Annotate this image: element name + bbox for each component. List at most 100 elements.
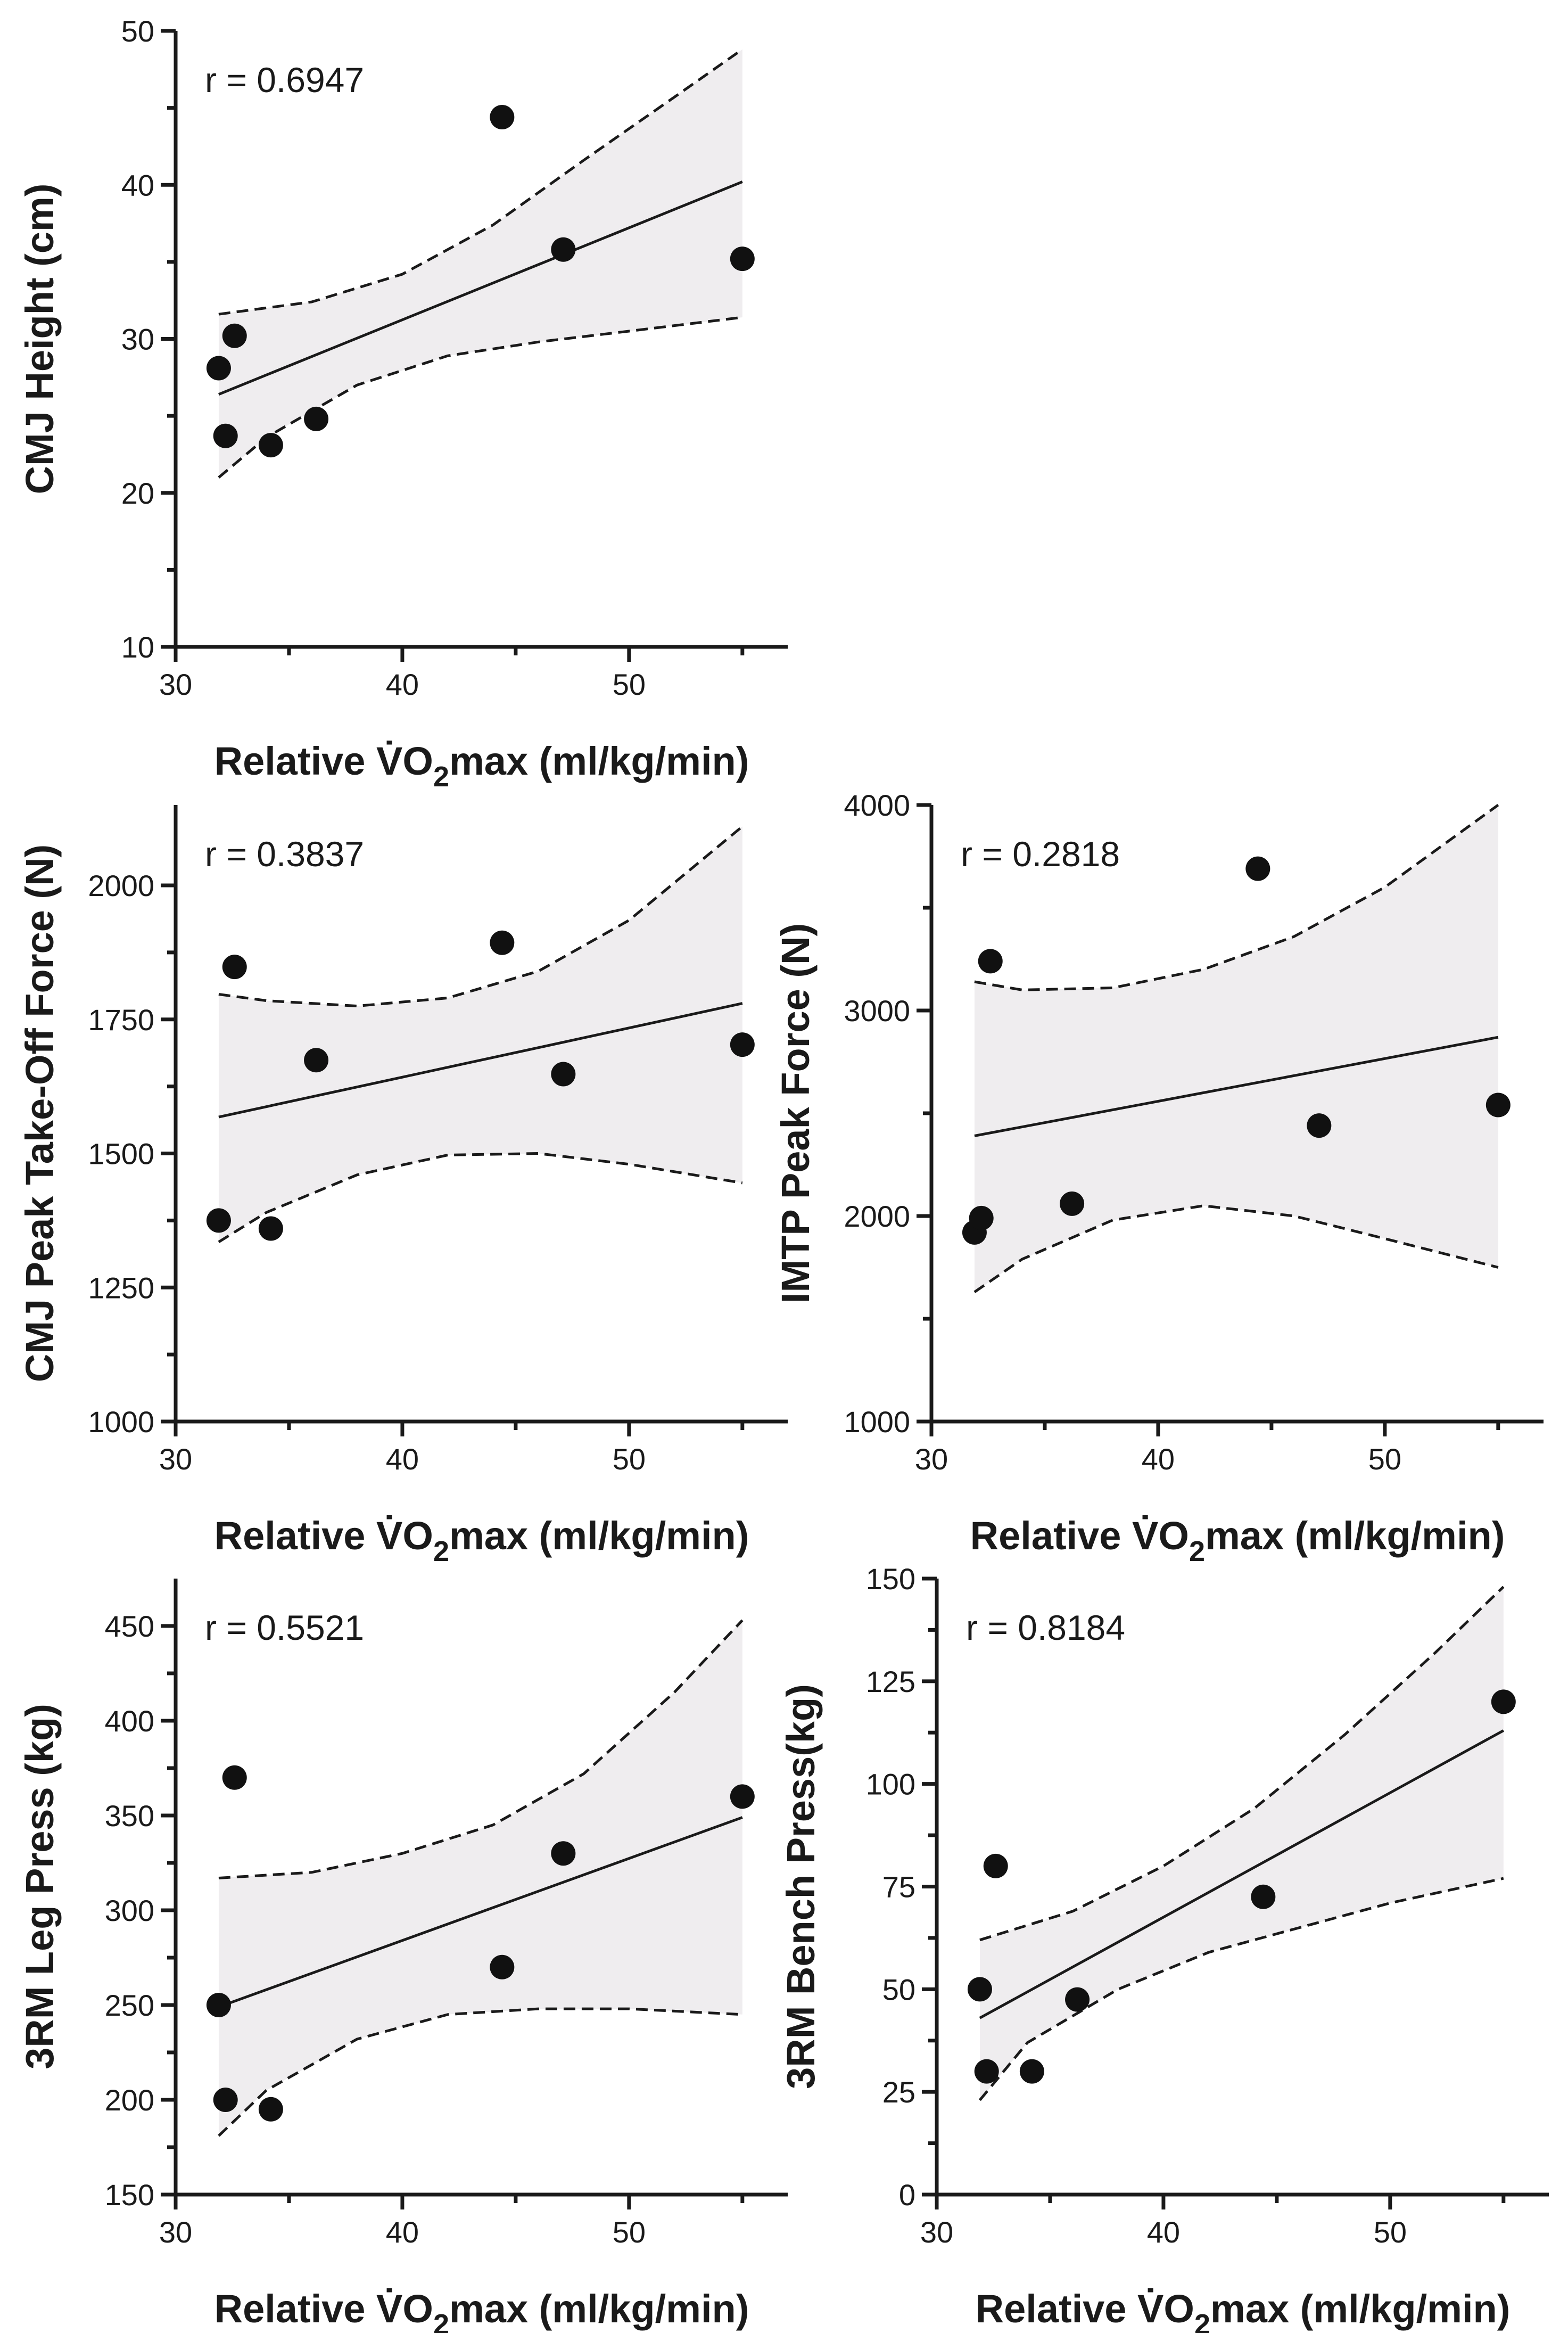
data-point: [490, 1954, 515, 1979]
x-tick-label: 30: [920, 2215, 953, 2249]
regression-line: [218, 1816, 743, 2008]
y-tick-label: 350: [105, 1799, 154, 1833]
data-point: [1019, 2059, 1044, 2084]
y-tick-label: 20: [121, 477, 154, 510]
data-point: [206, 1993, 231, 2017]
y-tick-label: 2000: [88, 869, 154, 902]
confidence-band: [218, 826, 742, 1242]
data-point: [730, 1032, 755, 1057]
y-tick-label: 10: [121, 630, 154, 664]
data-point: [978, 949, 1003, 974]
y-tick-label: 1000: [844, 1405, 910, 1439]
y-tick-label: 1500: [88, 1137, 154, 1171]
x-axis-title: Relative V̇O2max (ml/kg/min): [214, 739, 749, 793]
x-tick-label: 40: [386, 1442, 419, 1476]
y-tick-label: 30: [121, 323, 154, 356]
x-tick-label: 30: [159, 2215, 192, 2249]
y-tick-label: 50: [121, 14, 154, 48]
y-tick-label: 3000: [844, 994, 910, 1028]
y-tick-label: 250: [105, 1989, 154, 2022]
ci-upper-line: [218, 48, 744, 316]
correlation-label: r = 0.2818: [961, 834, 1120, 874]
data-point: [304, 1048, 329, 1073]
data-point: [967, 1977, 992, 2002]
y-axis-title: IMTP Peak Force (N): [773, 923, 818, 1303]
x-tick-label: 30: [159, 668, 192, 701]
y-tick-label: 4000: [844, 788, 910, 822]
y-tick-label: 1000: [88, 1405, 154, 1439]
y-tick-label: 100: [866, 1768, 915, 1801]
panel-cmj-peak-force: 1000 1250 1500 1750 2000 30 40 50 r = 0.3837 Rela…: [18, 805, 788, 1567]
ci-lower-line: [978, 1877, 1504, 2101]
data-point: [258, 433, 283, 458]
y-tick-label: 300: [105, 1894, 154, 1927]
x-tick-label: 40: [1142, 1442, 1175, 1476]
ci-upper-line: [979, 1586, 1505, 1942]
y-tick-label: 400: [105, 1704, 154, 1738]
correlation-label: r = 0.5521: [205, 1608, 364, 1647]
y-tick-label: 2000: [844, 1200, 910, 1233]
confidence-band: [979, 1587, 1504, 2100]
data-point: [490, 930, 515, 955]
x-axis-title: Relative V̇O2max (ml/kg/min): [214, 2287, 749, 2333]
x-tick-label: 50: [1374, 2215, 1407, 2249]
panel-imtp-peak-force: 1000 2000 3000 4000 30 40 50 r = 0.2818 Relative…: [773, 788, 1544, 1567]
x-axis-title: Relative V̇O2max (ml/kg/min): [214, 1514, 749, 1567]
x-axis-title: Relative V̇O2max (ml/kg/min): [976, 2287, 1511, 2333]
ci-lower-line: [218, 2007, 742, 2137]
ci-lower-line: [218, 1152, 743, 1243]
data-point: [213, 423, 238, 448]
regression-line: [218, 1002, 743, 1119]
data-point: [222, 323, 247, 348]
x-tick-label: 50: [613, 668, 646, 701]
ci-lower-line: [973, 1204, 1499, 1293]
y-tick-label: 0: [899, 2178, 915, 2212]
confidence-band: [218, 49, 742, 478]
x-axis-title: Relative V̇O2max (ml/kg/min): [970, 1514, 1505, 1567]
data-point: [1251, 1884, 1276, 1909]
data-point: [1060, 1191, 1085, 1216]
data-point: [1486, 1092, 1511, 1118]
data-point: [213, 2088, 238, 2112]
data-point: [206, 1208, 231, 1233]
y-tick-label: 450: [105, 1609, 154, 1643]
y-tick-label: 25: [882, 2075, 915, 2109]
y-tick-label: 150: [105, 2178, 154, 2212]
data-point: [1307, 1113, 1332, 1138]
y-axis-title: 3RM Bench Press(kg): [779, 1684, 823, 2089]
data-point: [730, 1784, 755, 1809]
y-tick-label: 1250: [88, 1271, 154, 1304]
y-tick-label: 1750: [88, 1003, 154, 1037]
data-point: [551, 1062, 576, 1087]
regression-line: [218, 180, 743, 396]
panel-leg-press: 150 200 250 300 350 400 450 30 40 50 r = 0.5521 Rel…: [18, 1579, 788, 2333]
x-tick-label: 50: [613, 2215, 646, 2249]
data-point: [1065, 1987, 1090, 2012]
x-tick-label: 30: [915, 1442, 948, 1476]
correlation-label: r = 0.8184: [966, 1608, 1125, 1647]
ci-upper-line: [218, 1619, 744, 1879]
y-tick-label: 50: [882, 1973, 915, 2006]
x-tick-label: 50: [613, 1442, 646, 1476]
confidence-band: [974, 805, 1498, 1292]
correlation-label: r = 0.6947: [205, 60, 364, 100]
data-point: [969, 1205, 994, 1230]
panel-bench-press: 0 25 50 75 100 125 150 30 40 50 r = 0.8184 Relative…: [779, 1562, 1549, 2333]
regression-line: [974, 1036, 1499, 1137]
y-axis-title: CMJ Height (cm): [18, 184, 62, 495]
data-point: [1491, 1689, 1516, 1714]
y-tick-label: 40: [121, 168, 154, 202]
y-tick-label: 200: [105, 2083, 154, 2117]
y-tick-label: 75: [882, 1870, 915, 1904]
y-axis-title: CMJ Peak Take-Off Force (N): [18, 844, 62, 1382]
x-tick-label: 40: [1147, 2215, 1180, 2249]
data-point: [206, 356, 231, 381]
y-tick-label: 125: [866, 1665, 915, 1698]
data-point: [304, 406, 329, 431]
data-point: [258, 1216, 283, 1241]
data-point: [490, 104, 515, 129]
data-point: [983, 1853, 1008, 1878]
data-point: [551, 237, 576, 262]
data-point: [222, 1765, 247, 1790]
